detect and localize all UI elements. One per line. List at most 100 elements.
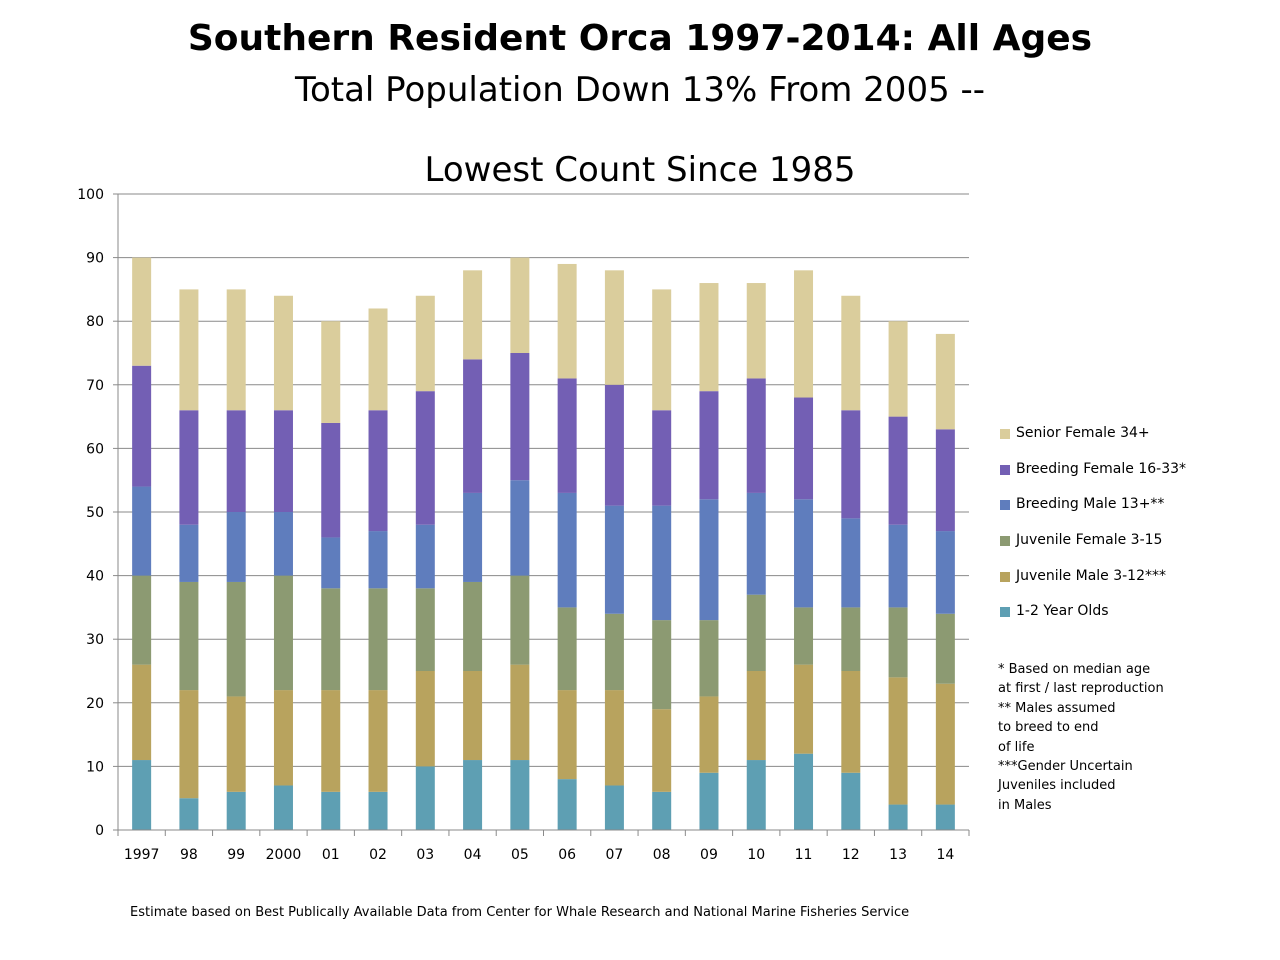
legend-swatch [1000, 429, 1010, 439]
y-tick-label: 20 [86, 696, 104, 712]
bar-segment [273, 410, 293, 512]
footnote-line: to breed to end [998, 720, 1099, 736]
chart-title: Lowest Count Since 1985 [424, 150, 856, 190]
bar-segment [652, 709, 672, 792]
bar-segment [463, 359, 483, 493]
x-tick-label: 01 [322, 847, 340, 863]
y-tick-label: 100 [77, 187, 104, 203]
bar-segment [652, 410, 672, 506]
footnote-line: * Based on median age [998, 662, 1151, 677]
bar-segment [888, 416, 908, 525]
bar-segment [463, 581, 483, 671]
bar-segment [935, 531, 955, 614]
bar-segment [368, 588, 388, 691]
bar-segment [226, 512, 246, 582]
bar-segment [699, 499, 719, 621]
bar-segment [368, 791, 388, 830]
bar-segment [132, 486, 152, 576]
bar-segment [652, 620, 672, 710]
bar-segment [604, 690, 624, 786]
bar-segment [557, 378, 577, 493]
bar-segment [841, 671, 861, 773]
bar-segment [557, 492, 577, 608]
bar-segment [368, 308, 388, 411]
bar-segment [510, 480, 530, 576]
x-tick-label: 05 [511, 847, 529, 863]
x-tick-label: 13 [889, 847, 907, 863]
bar-segment [415, 588, 435, 671]
bar-segment [604, 785, 624, 830]
bar-segment [746, 283, 766, 379]
footnote-line: Juveniles included [998, 778, 1116, 794]
bar-segment [746, 492, 766, 595]
bar-segment [510, 575, 530, 665]
bar-segment [935, 804, 955, 830]
bar-segment [179, 798, 199, 830]
bar-segment [699, 696, 719, 773]
bar-segment [415, 524, 435, 589]
x-tick-label: 03 [416, 847, 434, 863]
bar-segment [132, 664, 152, 761]
bar-segment [179, 581, 199, 691]
bar-segment [935, 683, 955, 805]
footnote-line: at first / last reproduction [998, 681, 1164, 697]
bar-segment [935, 613, 955, 684]
bar-segment [368, 531, 388, 589]
footnote-line: in Males [998, 797, 1052, 813]
footnotes: * Based on median age at first / last re… [998, 660, 1258, 815]
legend-swatch [1000, 464, 1010, 475]
x-tick-label: 99 [227, 847, 245, 863]
y-tick-label: 30 [86, 632, 104, 648]
legend-label: Juvenile Male 3-12*** [1016, 567, 1167, 584]
bar-segment [226, 791, 246, 830]
bar-segment [273, 690, 293, 786]
bar-segment [557, 779, 577, 830]
bar-segment [273, 295, 293, 411]
bar-segment [652, 289, 672, 411]
bar-segment [463, 270, 483, 360]
y-tick-label: 70 [86, 378, 104, 394]
bar-segment [510, 760, 530, 830]
bar-segment [746, 671, 766, 761]
x-tick-label: 14 [936, 847, 954, 863]
bar-segment [415, 295, 435, 392]
bar-segment [463, 760, 483, 830]
bar-segment [321, 588, 341, 691]
x-tick-label: 98 [180, 847, 198, 863]
y-tick-label: 90 [86, 251, 104, 267]
legend-swatch [1000, 607, 1010, 618]
bar-segment [510, 353, 530, 481]
bar-segment [273, 575, 293, 691]
bar-segment [794, 397, 814, 500]
bar-segment [179, 289, 199, 411]
footnote-line: ** Males assumed [998, 700, 1116, 716]
footnote-line: of life [998, 739, 1035, 755]
bar-segment [321, 690, 341, 792]
bar-segment [273, 785, 293, 830]
bar-segment [699, 772, 719, 830]
bar-segment [132, 760, 152, 830]
bar-segment [888, 321, 908, 417]
y-tick-label: 0 [95, 823, 104, 839]
page-subtitle: Total Population Down 13% From 2005 -- [294, 70, 986, 110]
bar-segment [226, 696, 246, 792]
bar-segment [179, 524, 199, 582]
bar-segment [794, 607, 814, 665]
bar-segment [132, 365, 152, 487]
x-tick-label: 12 [842, 847, 860, 863]
bar-segment [463, 671, 483, 761]
bar-segment [510, 257, 530, 353]
x-tick-label: 04 [464, 847, 482, 863]
bar-segment [841, 410, 861, 519]
bar-segment [652, 791, 672, 830]
bar-segment [794, 753, 814, 830]
legend-swatch [1000, 536, 1010, 547]
bar-segment [604, 384, 624, 506]
bar-segment [415, 671, 435, 767]
bar-segment [794, 664, 814, 754]
bar-segment [652, 505, 672, 621]
bar-segment [226, 410, 246, 512]
page-title: Southern Resident Orca 1997-2014: All Ag… [187, 18, 1093, 59]
bar-segment [746, 378, 766, 493]
